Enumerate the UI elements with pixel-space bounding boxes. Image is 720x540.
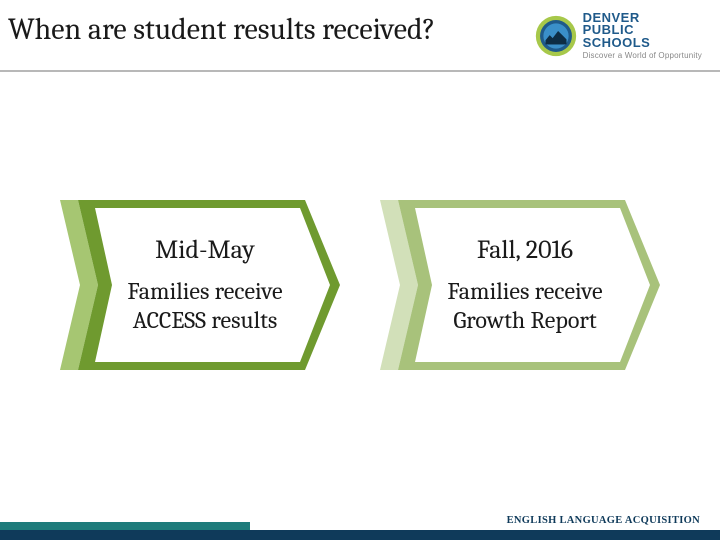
chevron-right-content: Fall, 2016 Families receive Growth Repor…: [380, 200, 660, 370]
chevron-right: Fall, 2016 Families receive Growth Repor…: [380, 200, 660, 370]
logo-line-3: SCHOOLS: [583, 37, 702, 49]
footer-department-label: ENGLISH LANGUAGE ACQUISITION: [507, 515, 700, 526]
chevron-left-content: Mid-May Families receive ACCESS results: [60, 200, 340, 370]
chevron-row: Mid-May Families receive ACCESS results …: [0, 200, 720, 370]
slide-header: When are student results received? DENVE…: [0, 0, 720, 72]
chevron-left-body: Families receive ACCESS results: [90, 277, 320, 335]
chevron-right-body: Families receive Growth Report: [410, 277, 640, 335]
dps-logo-badge-icon: [535, 15, 577, 57]
slide-footer: ENGLISH LANGUAGE ACQUISITION: [0, 500, 720, 540]
footer-navy-bar: [0, 530, 720, 540]
dps-logo: DENVER PUBLIC SCHOOLS Discover a World o…: [535, 12, 702, 60]
chevron-left-heading: Mid-May: [155, 235, 255, 265]
logo-tagline: Discover a World of Opportunity: [583, 51, 702, 60]
dps-logo-text: DENVER PUBLIC SCHOOLS Discover a World o…: [583, 12, 702, 60]
chevron-right-heading: Fall, 2016: [477, 235, 573, 265]
slide-title: When are student results received?: [8, 12, 435, 48]
chevron-left: Mid-May Families receive ACCESS results: [60, 200, 340, 370]
